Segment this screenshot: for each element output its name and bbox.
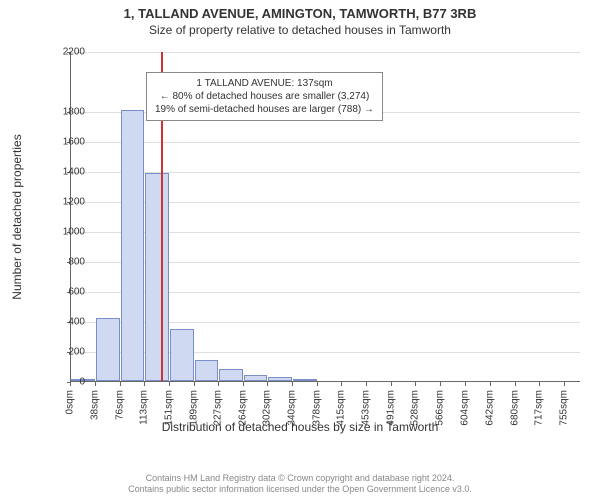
x-tick-label: 680sqm xyxy=(509,390,520,426)
y-tick-label: 1800 xyxy=(35,107,85,118)
x-tick-label: 0sqm xyxy=(65,390,76,414)
x-tick-mark xyxy=(120,382,121,386)
chart-title-line2: Size of property relative to detached ho… xyxy=(0,23,600,37)
callout-line3: 19% of semi-detached houses are larger (… xyxy=(155,103,374,116)
x-tick-label: 453sqm xyxy=(361,390,372,426)
y-tick-label: 0 xyxy=(35,377,85,388)
x-tick-label: 566sqm xyxy=(435,390,446,426)
y-tick-label: 1400 xyxy=(35,167,85,178)
x-tick-mark xyxy=(169,382,170,386)
y-axis-title: Number of detached properties xyxy=(10,134,24,299)
y-tick-label: 1200 xyxy=(35,197,85,208)
x-tick-mark xyxy=(465,382,466,386)
x-tick-label: 264sqm xyxy=(237,390,248,426)
footer-line1: Contains HM Land Registry data © Crown c… xyxy=(0,473,600,485)
y-tick-label: 600 xyxy=(35,287,85,298)
gridline xyxy=(71,52,580,53)
y-tick-label: 1000 xyxy=(35,227,85,238)
histogram-bar xyxy=(96,318,120,381)
x-tick-mark xyxy=(317,382,318,386)
x-tick-mark xyxy=(243,382,244,386)
x-tick-label: 340sqm xyxy=(287,390,298,426)
x-tick-label: 415sqm xyxy=(336,390,347,426)
x-tick-label: 604sqm xyxy=(459,390,470,426)
x-tick-label: 302sqm xyxy=(262,390,273,426)
x-tick-label: 528sqm xyxy=(410,390,421,426)
x-tick-label: 189sqm xyxy=(188,390,199,426)
x-tick-mark xyxy=(70,382,71,386)
x-tick-mark xyxy=(218,382,219,386)
x-tick-mark xyxy=(515,382,516,386)
y-tick-label: 800 xyxy=(35,257,85,268)
y-tick-label: 2200 xyxy=(35,47,85,58)
y-tick-label: 200 xyxy=(35,347,85,358)
histogram-bar xyxy=(268,377,292,382)
x-tick-label: 717sqm xyxy=(533,390,544,426)
histogram-bar xyxy=(195,360,219,381)
plot-area: 1 TALLAND AVENUE: 137sqm← 80% of detache… xyxy=(70,52,580,382)
gridline xyxy=(71,142,580,143)
x-tick-mark xyxy=(144,382,145,386)
x-tick-label: 227sqm xyxy=(213,390,224,426)
x-tick-mark xyxy=(267,382,268,386)
x-tick-mark xyxy=(415,382,416,386)
histogram-bar xyxy=(293,379,317,381)
histogram-bar xyxy=(170,329,194,382)
histogram-bar xyxy=(121,110,144,382)
x-tick-label: 38sqm xyxy=(89,390,100,420)
x-tick-mark xyxy=(539,382,540,386)
y-tick-label: 1600 xyxy=(35,137,85,148)
histogram-bar xyxy=(219,369,242,381)
x-tick-mark xyxy=(194,382,195,386)
chart-title-block: 1, TALLAND AVENUE, AMINGTON, TAMWORTH, B… xyxy=(0,0,600,37)
chart-container: Number of detached properties 1 TALLAND … xyxy=(0,42,600,442)
x-tick-label: 151sqm xyxy=(163,390,174,426)
x-tick-mark xyxy=(366,382,367,386)
x-tick-label: 378sqm xyxy=(312,390,323,426)
x-tick-mark xyxy=(440,382,441,386)
x-tick-mark xyxy=(564,382,565,386)
footer-line2: Contains public sector information licen… xyxy=(0,484,600,496)
x-tick-mark xyxy=(95,382,96,386)
callout-line2: ← 80% of detached houses are smaller (3,… xyxy=(155,90,374,103)
x-tick-mark xyxy=(490,382,491,386)
histogram-bar xyxy=(244,375,268,381)
x-tick-label: 113sqm xyxy=(138,390,149,425)
callout-box: 1 TALLAND AVENUE: 137sqm← 80% of detache… xyxy=(146,72,383,121)
y-tick-label: 400 xyxy=(35,317,85,328)
x-tick-mark xyxy=(391,382,392,386)
x-tick-label: 491sqm xyxy=(386,390,397,426)
footer-attribution: Contains HM Land Registry data © Crown c… xyxy=(0,473,600,496)
histogram-bar xyxy=(145,173,169,382)
x-tick-label: 755sqm xyxy=(558,390,569,426)
chart-title-line1: 1, TALLAND AVENUE, AMINGTON, TAMWORTH, B… xyxy=(0,6,600,21)
x-tick-mark xyxy=(341,382,342,386)
x-tick-label: 642sqm xyxy=(484,390,495,426)
x-tick-mark xyxy=(292,382,293,386)
callout-line1: 1 TALLAND AVENUE: 137sqm xyxy=(155,77,374,90)
x-tick-label: 76sqm xyxy=(114,390,125,420)
